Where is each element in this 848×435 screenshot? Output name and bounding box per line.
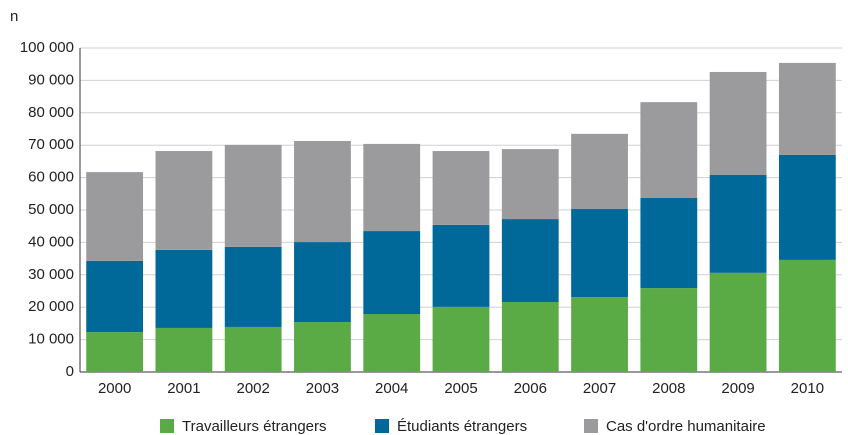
bar-segment	[432, 151, 490, 225]
bar-segment	[294, 140, 351, 243]
bar-segment	[778, 259, 836, 372]
x-tick-label: 2006	[514, 380, 547, 397]
bar-segment	[571, 209, 628, 298]
y-tick-label: 70 000	[28, 136, 74, 153]
x-tick-label: 2004	[375, 380, 408, 397]
bar-segment	[155, 327, 213, 372]
y-tick-label: 50 000	[28, 201, 74, 218]
legend-label: Cas d'ordre humanitaire	[606, 418, 766, 435]
bar-segment	[155, 249, 213, 328]
bar-segment	[86, 260, 144, 333]
y-tick-label: 0	[66, 363, 74, 380]
bar-segment	[224, 326, 282, 372]
y-tick-label: 40 000	[28, 233, 74, 250]
bar-segment	[432, 224, 490, 307]
y-tick-label: 60 000	[28, 169, 74, 186]
y-tick-label: 20 000	[28, 298, 74, 315]
bar-segment	[432, 306, 490, 372]
bar-segment	[640, 102, 698, 199]
bar-segment	[224, 144, 282, 247]
y-tick-label: 90 000	[28, 71, 74, 88]
bar-segment	[363, 314, 421, 372]
legend-label: Travailleurs étrangers	[182, 418, 327, 435]
x-tick-label: 2007	[583, 380, 616, 397]
y-tick-label: 80 000	[28, 104, 74, 121]
bar-segment	[709, 272, 767, 372]
bar-segment	[778, 62, 836, 155]
y-tick-label: 30 000	[28, 266, 74, 283]
bar-segment	[709, 175, 767, 273]
bar-segment	[363, 231, 421, 315]
bar-segment	[224, 246, 282, 327]
y-tick-label: 10 000	[28, 331, 74, 348]
x-tick-label: 2010	[791, 380, 824, 397]
legend-swatch	[375, 419, 389, 433]
bar-segment	[501, 302, 559, 372]
x-tick-label: 2003	[306, 380, 339, 397]
bar-segment	[640, 198, 698, 289]
x-tick-label: 2009	[721, 380, 754, 397]
bar-segment	[709, 71, 767, 176]
bar-segment	[86, 332, 144, 372]
y-tick-label: 100 000	[20, 39, 74, 56]
bar-segment	[501, 149, 559, 220]
legend-label: Étudiants étrangers	[397, 418, 527, 435]
legend-swatch	[160, 419, 174, 433]
bar-segment	[363, 143, 421, 232]
x-tick-label: 2005	[444, 380, 477, 397]
bar-segment	[571, 133, 628, 210]
bar-segment	[294, 322, 351, 372]
bar-segment	[501, 219, 559, 303]
bar-segment	[571, 297, 628, 372]
bar-segment	[640, 288, 698, 372]
bar-segment	[294, 242, 351, 323]
bar-segment	[155, 151, 213, 250]
x-tick-label: 2002	[236, 380, 269, 397]
x-tick-label: 2000	[98, 380, 131, 397]
bar-segment	[778, 154, 836, 260]
x-tick-label: 2008	[652, 380, 685, 397]
y-axis-label: n	[10, 8, 18, 25]
legend-swatch	[584, 419, 598, 433]
bar-segment	[86, 172, 144, 261]
x-tick-label: 2001	[167, 380, 200, 397]
